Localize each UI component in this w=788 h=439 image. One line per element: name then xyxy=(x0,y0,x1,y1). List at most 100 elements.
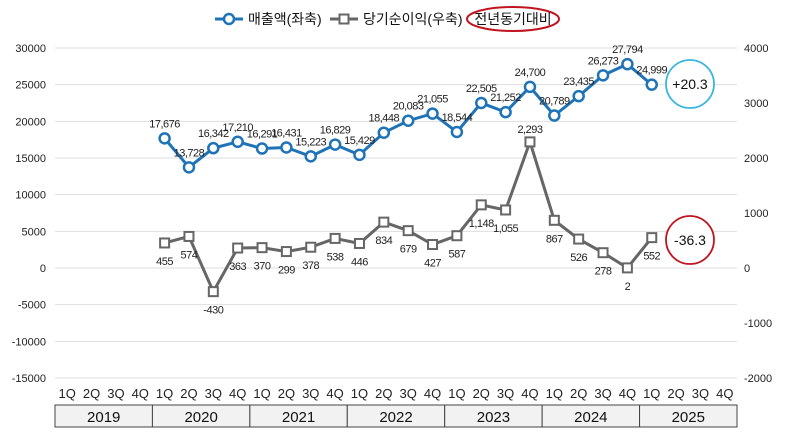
revenue-point xyxy=(353,148,366,162)
revenue-data-label: 13,728 xyxy=(174,147,205,159)
right-axis: 4000 3000 2000 1000 0 -1000 -2000 xyxy=(744,43,772,385)
legend-revenue-label: 매출액(좌축) xyxy=(248,11,322,27)
profit-point xyxy=(524,136,536,148)
quarter-label: 1Q xyxy=(351,386,368,401)
quarter-label: 1Q xyxy=(59,386,76,401)
profit-data-label: 446 xyxy=(351,256,368,268)
profit-point xyxy=(427,239,439,251)
profit-point xyxy=(207,286,219,298)
revenue-point xyxy=(450,125,464,139)
profit-point xyxy=(353,237,365,249)
quarter-label: 3Q xyxy=(400,386,417,401)
year-label: 2023 xyxy=(477,409,510,426)
quarter-label: 1Q xyxy=(156,386,173,401)
revenue-point xyxy=(475,96,488,110)
quarter-label: 3Q xyxy=(692,386,709,401)
quarter-label: 3Q xyxy=(107,386,124,401)
profit-data-label: 1,148 xyxy=(469,218,494,230)
year-box xyxy=(639,404,738,428)
left-axis: 30000 25000 20000 15000 10000 5000 0 -5000 -1000… xyxy=(12,43,46,385)
revenue-point xyxy=(207,141,220,155)
right-tick-label: 2000 xyxy=(744,153,768,165)
profit-point xyxy=(305,241,317,253)
profit-data-label: 867 xyxy=(546,233,563,245)
profit-data-label: 679 xyxy=(400,244,417,256)
right-tick-label: -1000 xyxy=(744,318,772,330)
revenue-data-label: 20,789 xyxy=(539,96,570,108)
profit-data-label: 2,293 xyxy=(517,124,542,136)
grid xyxy=(55,47,737,379)
revenue-data-label: 17,676 xyxy=(149,118,180,130)
revenue-data-label: 16,291 xyxy=(247,129,278,141)
profit-point xyxy=(378,216,390,228)
year-label: 2022 xyxy=(379,409,412,426)
profit-point xyxy=(548,214,560,226)
revenue-point xyxy=(596,69,610,82)
profit-data-label: 455 xyxy=(156,256,173,268)
revenue-data-label: 16,431 xyxy=(271,128,302,140)
year-label: 2025 xyxy=(672,409,705,426)
revenue-point xyxy=(328,138,342,151)
profit-point xyxy=(573,233,585,245)
quarter-label: 4Q xyxy=(521,386,538,401)
revenue-point xyxy=(572,89,585,103)
quarter-label: 2Q xyxy=(473,386,490,401)
profit-point xyxy=(475,199,487,211)
callouts: +20.3 -36.3 xyxy=(665,59,715,265)
profit-point xyxy=(159,237,171,249)
callout-circle-revenue xyxy=(665,59,715,109)
revenue-data-label: 18,448 xyxy=(368,113,399,125)
x-axis: 1Q 2Q 3Q 4Q 1Q 2Q 3Q 4Q 1Q 2Q 3Q 4Q 1Q 2Q 3Q 4Q 1Q 2Q 3Q 4Q… xyxy=(54,386,738,428)
profit-data-label: 427 xyxy=(424,258,441,270)
right-tick-label: 0 xyxy=(744,263,750,275)
quarter-label: 1Q xyxy=(643,386,660,401)
right-tick-label: 4000 xyxy=(744,43,768,55)
year-label: 2020 xyxy=(184,409,217,426)
revenue-data-label: 15,429 xyxy=(344,135,375,147)
revenue-point xyxy=(255,142,269,155)
legend-profit-marker xyxy=(338,13,350,25)
profit-data-label: 834 xyxy=(375,235,392,247)
right-tick-label: 1000 xyxy=(744,208,768,220)
revenue-data-label: 23,435 xyxy=(563,76,594,88)
profit-data-label: 587 xyxy=(448,249,465,261)
left-tick-label: 20000 xyxy=(15,116,46,128)
profit-data-label: 538 xyxy=(327,251,344,263)
series-revenue: 17,676 13,728 16,34217,21016,29116,43115,2… xyxy=(149,44,668,174)
profit-data-label: -430 xyxy=(203,305,223,317)
revenue-point xyxy=(304,150,317,163)
quarter-label: 4Q xyxy=(326,386,343,401)
revenue-point xyxy=(548,109,561,122)
left-tick-label: -10000 xyxy=(12,336,46,348)
left-tick-label: 30000 xyxy=(15,43,46,55)
quarter-label: 1Q xyxy=(546,386,563,401)
year-label: 2019 xyxy=(87,409,120,426)
quarter-label: 3Q xyxy=(302,386,319,401)
quarter-label: 4Q xyxy=(424,386,441,401)
legend-profit-label: 당기순이익(우축) xyxy=(363,11,462,27)
left-tick-label: -5000 xyxy=(18,300,46,312)
revenue-point xyxy=(377,126,391,139)
revenue-data-label: 15,223 xyxy=(295,136,326,148)
legend: 매출액(좌축) 당기순이익(우축) 전년동기대비 xyxy=(215,6,560,32)
quarter-label: 4Q xyxy=(619,386,636,401)
revenue-point xyxy=(621,57,634,71)
year-label: 2021 xyxy=(282,409,315,426)
right-tick-label: -2000 xyxy=(744,373,772,385)
left-tick-label: 0 xyxy=(40,263,46,275)
revenue-point xyxy=(426,107,439,120)
quarter-label: 4Q xyxy=(716,386,733,401)
revenue-data-label: 18,544 xyxy=(442,112,473,124)
series-profit: 455 574 -430 363 370 299 378 538 446 834 679 427 587… xyxy=(156,124,661,317)
revenue-data-label: 17,210 xyxy=(222,122,253,134)
quarter-label: 2Q xyxy=(83,386,100,401)
profit-data-label: 363 xyxy=(229,261,246,273)
profit-point xyxy=(500,204,512,216)
left-tick-label: 15000 xyxy=(15,153,46,165)
quarter-label: 1Q xyxy=(448,386,465,401)
profit-data-label: 1,055 xyxy=(493,223,518,235)
revenue-data-label: 24,999 xyxy=(636,65,667,77)
revenue-data-label: 27,794 xyxy=(612,44,643,56)
revenue-point xyxy=(280,141,293,154)
